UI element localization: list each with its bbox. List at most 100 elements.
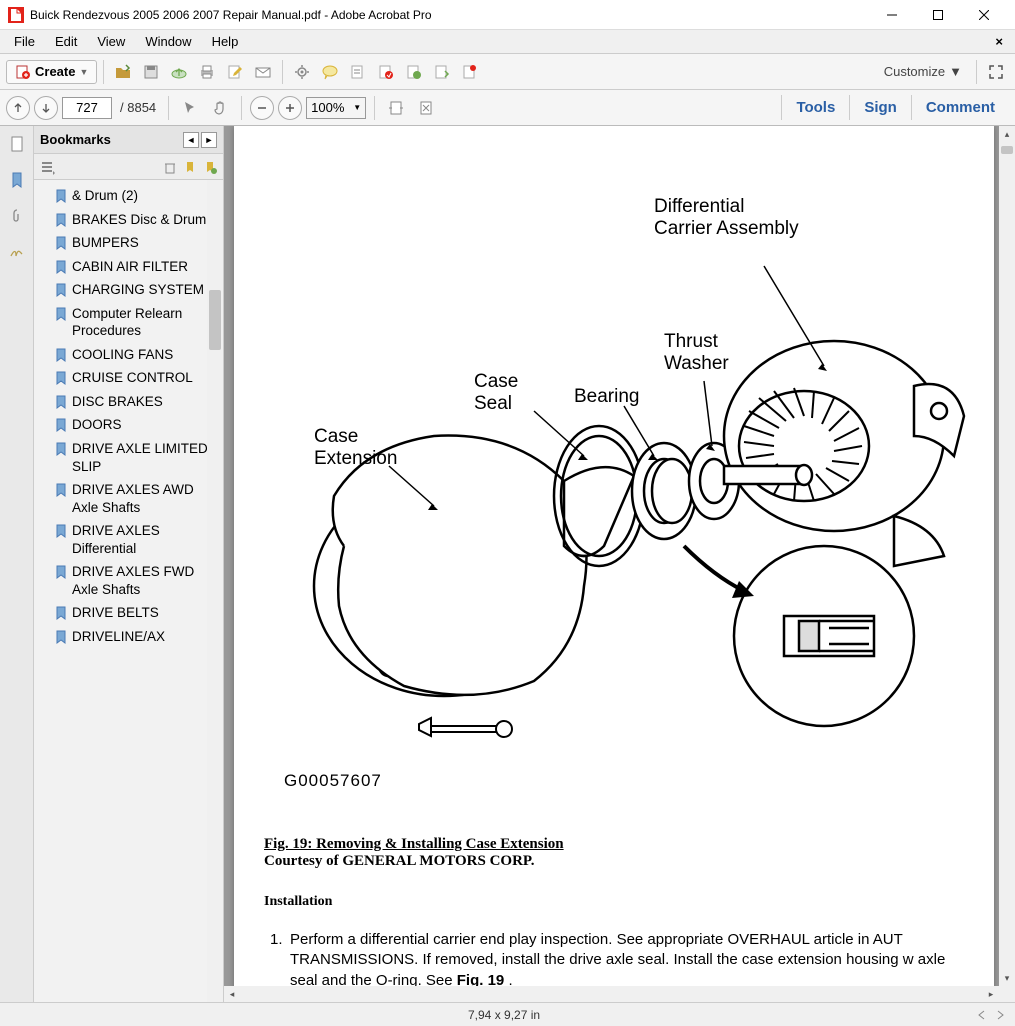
bookmark-panel-icon[interactable]	[5, 168, 29, 192]
fullscreen-button[interactable]	[983, 59, 1009, 85]
bookmark-item[interactable]: CRUISE CONTROL	[38, 366, 223, 390]
bookmark-label: Computer Relearn Procedures	[72, 305, 221, 340]
bookmark-item[interactable]: BUMPERS	[38, 231, 223, 255]
bookmark-nav-next[interactable]: ►	[201, 132, 217, 148]
bookmark-icon	[54, 418, 68, 432]
bookmark-item[interactable]: DRIVELINE/AX	[38, 625, 223, 649]
bookmark-label: DRIVE AXLE LIMITED SLIP	[72, 440, 221, 475]
create-label: Create	[35, 64, 75, 79]
label-diff-carrier: DifferentialCarrier Assembly	[654, 196, 799, 240]
bookmark-icon	[54, 283, 68, 297]
close-doc-button[interactable]: ×	[987, 34, 1011, 49]
main-area: Bookmarks ◄ ► & Drum (2)BRAKES Disc & Dr…	[0, 126, 1015, 1002]
save-button[interactable]	[138, 59, 164, 85]
bookmark-item[interactable]: & Drum (2)	[38, 184, 223, 208]
doc-scroll-thumb[interactable]	[1001, 146, 1013, 154]
status-bar: 7,94 x 9,27 in	[0, 1002, 1015, 1026]
signature-panel-icon[interactable]	[5, 240, 29, 264]
bookmark-nav-prev[interactable]: ◄	[183, 132, 199, 148]
zoom-in-button[interactable]	[278, 96, 302, 120]
menu-window[interactable]: Window	[135, 32, 201, 51]
bookmark-item[interactable]: CABIN AIR FILTER	[38, 255, 223, 279]
page-total: / 8854	[116, 100, 160, 115]
mail-button[interactable]	[250, 59, 276, 85]
create-button[interactable]: Create ▼	[6, 60, 97, 84]
app-icon	[8, 7, 24, 23]
bookmark-item[interactable]: DRIVE AXLES Differential	[38, 519, 223, 560]
courtesy-line: Courtesy of GENERAL MOTORS CORP.	[264, 853, 974, 870]
bookmarks-scroll-thumb[interactable]	[209, 290, 221, 350]
page-number-input[interactable]	[62, 97, 112, 119]
close-button[interactable]	[961, 0, 1007, 30]
select-tool-button[interactable]	[177, 95, 203, 121]
bookmark-options-icon[interactable]	[40, 159, 56, 175]
comment-icon-button[interactable]	[317, 59, 343, 85]
chevron-down-icon: ▼	[79, 67, 88, 77]
fit-width-button[interactable]	[383, 95, 409, 121]
form-tool-3[interactable]	[401, 59, 427, 85]
fit-page-button[interactable]	[413, 95, 439, 121]
form-tool-4[interactable]	[429, 59, 455, 85]
hand-tool-button[interactable]	[207, 95, 233, 121]
bookmark-item[interactable]: COOLING FANS	[38, 343, 223, 367]
doc-horizontal-scrollbar[interactable]: ◂ ▸	[224, 986, 999, 1002]
menu-help[interactable]: Help	[202, 32, 249, 51]
tools-tab[interactable]: Tools	[781, 95, 849, 120]
bookmark-item[interactable]: Computer Relearn Procedures	[38, 302, 223, 343]
form-tool-1[interactable]	[345, 59, 371, 85]
menu-edit[interactable]: Edit	[45, 32, 87, 51]
cloud-button[interactable]	[166, 59, 192, 85]
figure-link[interactable]: Fig. 19: Removing & Installing Case Exte…	[264, 836, 974, 853]
sign-tab[interactable]: Sign	[849, 95, 911, 120]
bookmark-item[interactable]: DRIVE AXLES AWD Axle Shafts	[38, 478, 223, 519]
scroll-down-arrow[interactable]: ▾	[999, 970, 1015, 986]
bookmark-item[interactable]: DRIVE AXLE LIMITED SLIP	[38, 437, 223, 478]
label-thrust-washer: ThrustWasher	[664, 331, 729, 375]
settings-button[interactable]	[289, 59, 315, 85]
bookmark-label: BRAKES Disc & Drum	[72, 211, 206, 229]
new-bookmark-icon[interactable]	[183, 160, 197, 174]
new-bookmark-from-icon[interactable]	[203, 160, 217, 174]
pages-panel-icon[interactable]	[5, 132, 29, 156]
scroll-up-arrow[interactable]: ▴	[999, 126, 1015, 142]
bookmark-item[interactable]: DRIVE BELTS	[38, 601, 223, 625]
form-tool-5[interactable]	[457, 59, 483, 85]
edit-text-button[interactable]	[222, 59, 248, 85]
form-tool-2[interactable]	[373, 59, 399, 85]
customize-button[interactable]: Customize ▼	[876, 61, 970, 82]
open-button[interactable]	[110, 59, 136, 85]
page-up-button[interactable]	[6, 96, 30, 120]
bookmark-item[interactable]: CHARGING SYSTEM	[38, 278, 223, 302]
bookmark-item[interactable]: DOORS	[38, 413, 223, 437]
print-button[interactable]	[194, 59, 220, 85]
status-nav-prev[interactable]	[975, 1008, 989, 1022]
bookmark-item[interactable]: DISC BRAKES	[38, 390, 223, 414]
label-bearing: Bearing	[574, 386, 640, 408]
comment-tab[interactable]: Comment	[911, 95, 1009, 120]
scroll-right-arrow[interactable]: ▸	[983, 986, 999, 1002]
bookmark-label: COOLING FANS	[72, 346, 173, 364]
bookmark-label: DISC BRAKES	[72, 393, 163, 411]
doc-vertical-scrollbar[interactable]: ▴ ▾	[999, 126, 1015, 1002]
bookmark-label: DRIVE AXLES FWD Axle Shafts	[72, 563, 221, 598]
bookmark-label: & Drum (2)	[72, 187, 138, 205]
bookmarks-scrollbar[interactable]	[207, 180, 223, 1002]
zoom-out-button[interactable]	[250, 96, 274, 120]
delete-bookmark-icon[interactable]	[163, 160, 177, 174]
zoom-level-select[interactable]: 100% ▼	[306, 97, 366, 119]
maximize-button[interactable]	[915, 0, 961, 30]
menu-file[interactable]: File	[4, 32, 45, 51]
bookmarks-list: & Drum (2) BRAKES Disc & Drum BUMPERS CABIN…	[34, 180, 223, 1002]
title-bar: Buick Rendezvous 2005 2006 2007 Repair M…	[0, 0, 1015, 30]
minimize-button[interactable]	[869, 0, 915, 30]
status-nav-next[interactable]	[993, 1008, 1007, 1022]
attachment-panel-icon[interactable]	[5, 204, 29, 228]
bookmark-label: CABIN AIR FILTER	[72, 258, 188, 276]
bookmark-item[interactable]: DRIVE AXLES FWD Axle Shafts	[38, 560, 223, 601]
menu-view[interactable]: View	[87, 32, 135, 51]
page-down-button[interactable]	[34, 96, 58, 120]
drawing-code: G00057607	[284, 771, 382, 791]
bookmark-item[interactable]: BRAKES Disc & Drum	[38, 208, 223, 232]
scroll-left-arrow[interactable]: ◂	[224, 986, 240, 1002]
pdf-page: CaseExtension CaseSeal Bearing ThrustWas…	[234, 126, 994, 996]
